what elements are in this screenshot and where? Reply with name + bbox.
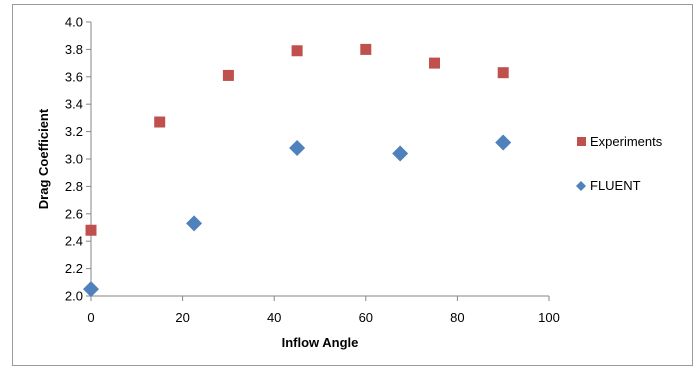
x-tick-label: 0	[87, 310, 94, 325]
y-tick-label: 3.8	[65, 42, 83, 57]
series-layer	[83, 43, 512, 298]
fluent-point	[392, 145, 409, 162]
y-tick-label: 2.8	[65, 179, 83, 194]
experiments-point	[497, 67, 509, 79]
fluent-point	[495, 134, 512, 151]
legend-marker-fluent	[576, 181, 586, 191]
y-tick-label: 3.4	[65, 97, 83, 112]
experiments-point	[429, 57, 440, 69]
y-axis-title: Drag Coefficient	[36, 108, 51, 209]
legend-label-fluent: FLUENT	[590, 178, 641, 193]
experiments-point	[154, 116, 166, 128]
x-tick-label: 100	[538, 310, 560, 325]
experiments-point	[222, 69, 234, 81]
y-tick-label: 4.0	[65, 15, 83, 30]
fluent-point	[83, 281, 99, 298]
x-tick-label: 80	[450, 310, 464, 325]
legend-marker-experiments	[577, 137, 586, 146]
y-tick-label: 3.2	[65, 124, 83, 139]
y-tick-label: 3.0	[65, 152, 83, 167]
experiments-point	[360, 43, 372, 55]
y-tick-label: 2.2	[65, 261, 83, 276]
legend: Experiments FLUENT	[576, 134, 663, 193]
y-tick-label: 2.4	[65, 234, 83, 249]
x-tick-label: 40	[267, 310, 281, 325]
experiments-point	[85, 224, 97, 236]
experiments-point	[291, 45, 303, 57]
y-tick-label: 2.0	[65, 289, 83, 304]
fluent-point	[289, 140, 306, 157]
y-tick-label: 2.6	[65, 206, 83, 221]
x-tick-label: 20	[175, 310, 189, 325]
x-axis-ticks: 0 20 40 60 80 100	[87, 296, 560, 325]
x-tick-label: 60	[359, 310, 373, 325]
x-axis-title: Inflow Angle	[282, 335, 359, 350]
y-tick-label: 3.6	[65, 69, 83, 84]
legend-label-experiments: Experiments	[590, 134, 663, 149]
fluent-point	[186, 215, 203, 232]
y-axis-ticks: 2.0 2.2 2.4 2.6 2.8 3.0 3.2 3.4 3.6 3.8 4.0	[65, 15, 91, 304]
